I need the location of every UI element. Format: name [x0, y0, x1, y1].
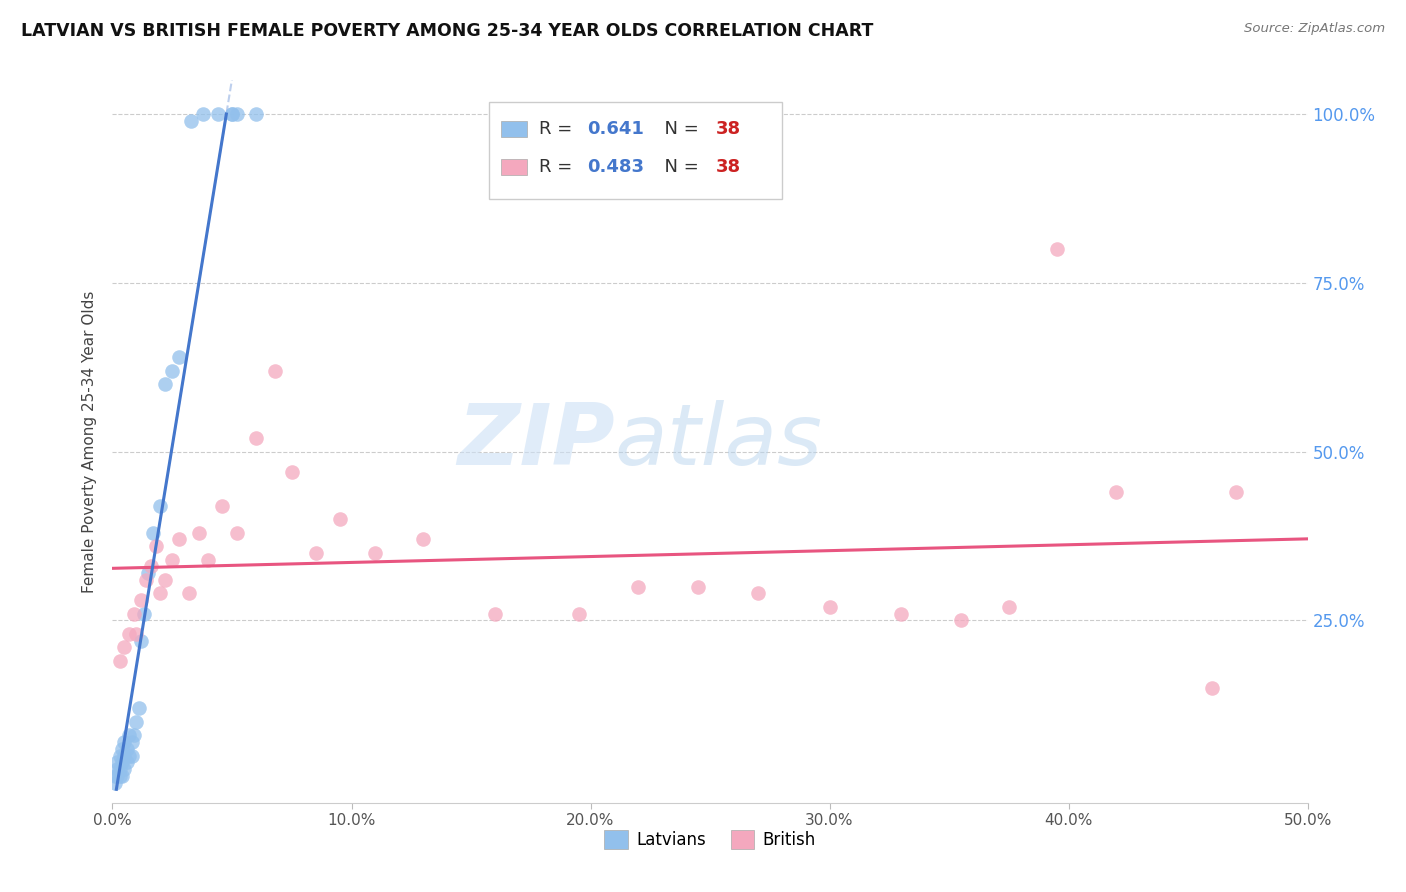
- Text: R =: R =: [538, 120, 578, 138]
- Point: [114, 735, 135, 749]
- Point: [180, 113, 202, 128]
- Point: [108, 769, 131, 783]
- Point: [111, 741, 134, 756]
- Point: [105, 756, 128, 770]
- Point: [950, 614, 973, 628]
- Point: [747, 586, 769, 600]
- Text: Source: ZipAtlas.com: Source: ZipAtlas.com: [1244, 22, 1385, 36]
- Point: [627, 580, 650, 594]
- Point: [221, 107, 243, 121]
- Point: [128, 701, 150, 715]
- Point: [122, 728, 145, 742]
- Point: [118, 627, 141, 641]
- Text: N =: N =: [652, 158, 704, 176]
- Point: [1105, 485, 1128, 500]
- Point: [264, 364, 287, 378]
- Point: [145, 539, 167, 553]
- Point: [412, 533, 434, 547]
- Point: [121, 748, 143, 763]
- Point: [111, 769, 134, 783]
- Point: [169, 533, 191, 547]
- Point: [104, 775, 127, 789]
- Point: [132, 607, 155, 621]
- Point: [138, 566, 160, 581]
- Point: [139, 559, 162, 574]
- Point: [114, 748, 135, 763]
- Text: ZIP: ZIP: [457, 400, 614, 483]
- Point: [197, 552, 219, 566]
- Point: [890, 607, 912, 621]
- Point: [129, 633, 152, 648]
- Point: [211, 499, 233, 513]
- Legend: Latvians, British: Latvians, British: [598, 823, 823, 856]
- Point: [114, 640, 135, 655]
- Point: [118, 728, 141, 742]
- Point: [187, 525, 209, 540]
- Point: [135, 573, 157, 587]
- Text: atlas: atlas: [614, 400, 823, 483]
- Text: LATVIAN VS BRITISH FEMALE POVERTY AMONG 25-34 YEAR OLDS CORRELATION CHART: LATVIAN VS BRITISH FEMALE POVERTY AMONG …: [21, 22, 873, 40]
- Point: [153, 573, 176, 587]
- Point: [115, 756, 138, 770]
- Point: [207, 107, 229, 121]
- Point: [142, 525, 165, 540]
- Point: [245, 107, 267, 121]
- Point: [221, 107, 243, 121]
- Point: [305, 546, 328, 560]
- Point: [818, 599, 841, 614]
- Point: [225, 525, 247, 540]
- Point: [153, 377, 176, 392]
- Point: [329, 512, 352, 526]
- Point: [1046, 242, 1069, 256]
- FancyBboxPatch shape: [501, 159, 527, 175]
- Point: [1225, 485, 1247, 500]
- Point: [114, 762, 135, 776]
- Point: [162, 552, 183, 566]
- Point: [111, 756, 134, 770]
- Text: 0.641: 0.641: [586, 120, 644, 138]
- Text: N =: N =: [652, 120, 704, 138]
- Point: [568, 607, 591, 621]
- Point: [225, 107, 247, 121]
- Point: [149, 586, 172, 600]
- Point: [121, 735, 143, 749]
- Point: [105, 769, 128, 783]
- Point: [193, 107, 215, 121]
- Point: [122, 607, 145, 621]
- Text: 0.483: 0.483: [586, 158, 644, 176]
- Point: [688, 580, 710, 594]
- Point: [169, 350, 191, 364]
- Point: [364, 546, 387, 560]
- Point: [177, 586, 200, 600]
- Point: [149, 499, 172, 513]
- Point: [162, 364, 183, 378]
- Point: [108, 762, 131, 776]
- Text: R =: R =: [538, 158, 578, 176]
- Point: [998, 599, 1021, 614]
- Point: [245, 431, 267, 445]
- Y-axis label: Female Poverty Among 25-34 Year Olds: Female Poverty Among 25-34 Year Olds: [82, 291, 97, 592]
- Point: [104, 769, 127, 783]
- Point: [125, 714, 148, 729]
- Point: [484, 607, 506, 621]
- Text: 38: 38: [716, 120, 741, 138]
- Point: [281, 465, 304, 479]
- Point: [108, 748, 131, 763]
- FancyBboxPatch shape: [489, 102, 782, 200]
- Point: [129, 593, 152, 607]
- Point: [115, 741, 138, 756]
- Point: [118, 748, 141, 763]
- Point: [105, 762, 128, 776]
- Point: [1201, 681, 1223, 695]
- Text: 38: 38: [716, 158, 741, 176]
- Point: [125, 627, 148, 641]
- FancyBboxPatch shape: [501, 121, 527, 137]
- Point: [108, 654, 131, 668]
